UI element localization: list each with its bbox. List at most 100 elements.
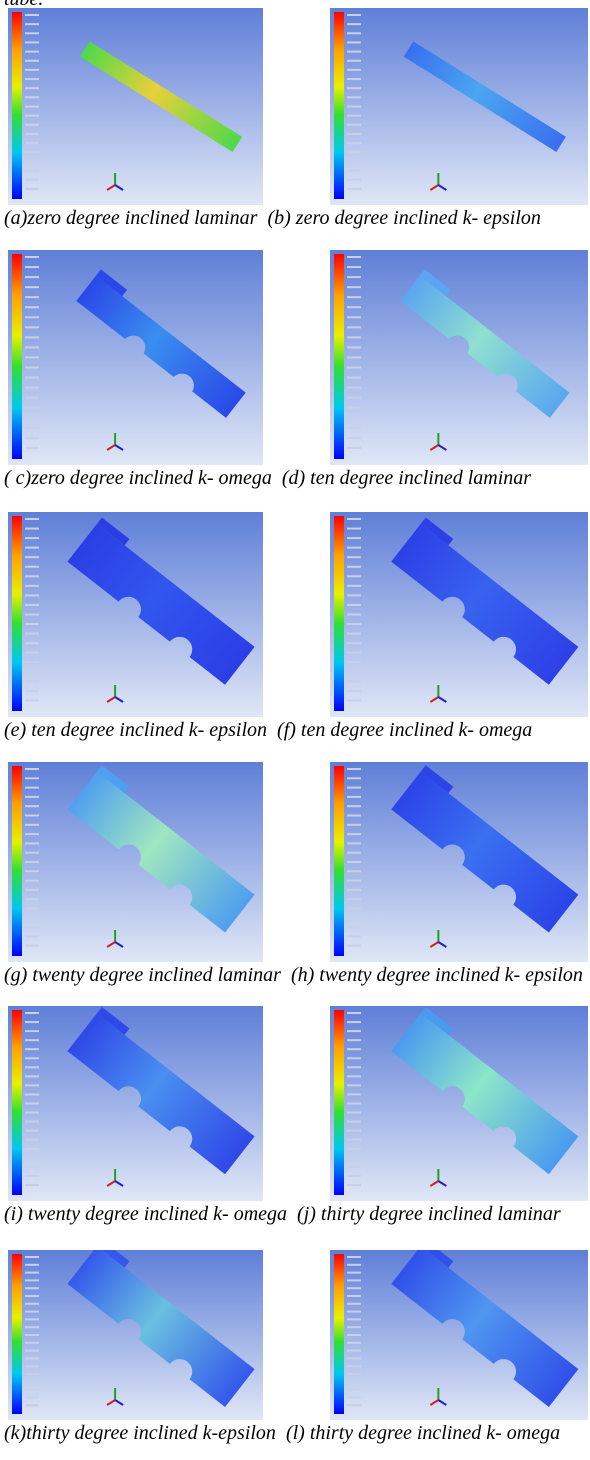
legend-label-blur bbox=[347, 888, 361, 891]
axis-triad bbox=[114, 1399, 124, 1406]
caption-text: (k)thirty degree inclined k-epsilon bbox=[4, 1422, 276, 1444]
legend-label-blur bbox=[25, 1174, 39, 1177]
legend-label-blur bbox=[347, 1138, 361, 1141]
caption-text: (a)zero degree inclined laminar bbox=[4, 207, 258, 229]
legend-label-blur bbox=[25, 376, 39, 379]
axis-triad bbox=[106, 184, 116, 191]
legend-label-blur bbox=[25, 178, 39, 181]
caption-text: (e) ten degree inclined k- epsilon bbox=[4, 719, 268, 741]
legend-label-blur bbox=[25, 151, 39, 154]
legend-label-blur bbox=[347, 842, 361, 845]
plate bbox=[76, 269, 246, 418]
background bbox=[8, 250, 263, 465]
legend-label-blur bbox=[25, 699, 39, 702]
axis-triad bbox=[106, 696, 116, 703]
legend-label-blur bbox=[25, 1129, 39, 1132]
legend-label-blur bbox=[347, 426, 361, 429]
axis-triad bbox=[429, 1399, 439, 1406]
legend-label-blur bbox=[25, 1256, 39, 1258]
legend-label-blur bbox=[347, 178, 361, 181]
legend-label-blur bbox=[347, 105, 361, 108]
legend-label-blur bbox=[25, 426, 39, 429]
legend-label-blur bbox=[25, 23, 39, 26]
legend-label-blur bbox=[347, 814, 361, 817]
background bbox=[330, 512, 588, 717]
caption-text: (b) zero degree inclined k- epsilon bbox=[267, 207, 541, 229]
legend-label-blur bbox=[25, 670, 39, 673]
legend-label-blur bbox=[347, 613, 361, 616]
contour-image bbox=[8, 1006, 263, 1201]
legend-label-blur bbox=[25, 642, 39, 645]
legend-label-blur bbox=[25, 680, 39, 683]
caption: (i) twenty degree inclined k- omega (j) … bbox=[4, 1203, 586, 1225]
legend-label-blur bbox=[347, 1310, 361, 1313]
caption-text: (i) twenty degree inclined k- omega bbox=[4, 1203, 288, 1225]
legend-label-blur bbox=[347, 416, 361, 419]
legend-label-blur bbox=[347, 680, 361, 683]
legend-label-blur bbox=[25, 406, 39, 409]
legend-label-blur bbox=[347, 406, 361, 409]
legend-label-blur bbox=[25, 944, 39, 947]
legend-label-blur bbox=[347, 356, 361, 359]
legend-label-blur bbox=[347, 169, 361, 172]
axis-triad bbox=[429, 1180, 439, 1187]
color-bar bbox=[334, 766, 344, 956]
legend-label-blur bbox=[25, 833, 39, 836]
legend-label-blur bbox=[347, 376, 361, 379]
caption: ( c)zero degree inclined k- omega (d) te… bbox=[4, 467, 586, 489]
legend-label-blur bbox=[25, 266, 39, 269]
legend-label-blur bbox=[25, 132, 39, 135]
legend-label-blur bbox=[347, 1183, 361, 1186]
legend-label-blur bbox=[25, 105, 39, 108]
legend-label-blur bbox=[25, 1048, 39, 1051]
axis-triad bbox=[114, 444, 124, 451]
legend-label-blur bbox=[25, 1120, 39, 1123]
legend-label-blur bbox=[347, 1287, 361, 1290]
contour-image bbox=[330, 250, 588, 465]
legend-label-blur bbox=[25, 1341, 39, 1344]
legend-label-blur bbox=[347, 805, 361, 808]
caption-text: (l) thirty degree inclined k- omega bbox=[285, 1422, 561, 1444]
legend-label-blur bbox=[347, 1318, 361, 1321]
legend-label-blur bbox=[347, 916, 361, 919]
legend-label-blur bbox=[25, 926, 39, 929]
legend-label-blur bbox=[347, 160, 361, 163]
background bbox=[330, 250, 588, 465]
color-bar bbox=[334, 1254, 344, 1414]
legend-label-blur bbox=[25, 1012, 39, 1014]
legend-label-blur bbox=[25, 1263, 39, 1266]
legend-label-blur bbox=[25, 916, 39, 919]
legend-label-blur bbox=[347, 623, 361, 626]
legend-label-blur bbox=[25, 436, 39, 439]
legend-label-blur bbox=[347, 1084, 361, 1087]
legend-label-blur bbox=[347, 316, 361, 319]
legend-label-blur bbox=[25, 1295, 39, 1297]
legend-label-blur bbox=[25, 1021, 39, 1024]
legend-label-blur bbox=[347, 1404, 361, 1407]
legend-label-blur bbox=[347, 32, 361, 35]
legend-label-blur bbox=[347, 14, 361, 16]
legend-label-blur bbox=[347, 96, 361, 99]
contour-image bbox=[330, 8, 588, 205]
legend-label-blur bbox=[347, 1156, 361, 1159]
legend-label-blur bbox=[347, 879, 361, 882]
legend-label-blur bbox=[25, 518, 39, 520]
legend-label-blur bbox=[347, 1388, 361, 1391]
legend-label-blur bbox=[25, 888, 39, 891]
legend-label-blur bbox=[25, 296, 39, 299]
legend-label-blur bbox=[347, 23, 361, 26]
legend-label-blur bbox=[347, 396, 361, 399]
legend-label-blur bbox=[25, 584, 39, 587]
color-bar bbox=[12, 12, 22, 199]
legend-label-blur bbox=[347, 366, 361, 369]
legend-label-blur bbox=[347, 1057, 361, 1060]
legend-label-blur bbox=[347, 861, 361, 863]
legend-label-blur bbox=[347, 1279, 361, 1282]
legend-label-blur bbox=[347, 556, 361, 559]
legend-label-blur bbox=[25, 898, 39, 901]
legend-label-blur bbox=[25, 565, 39, 568]
axis-triad bbox=[437, 1399, 447, 1406]
legend-label-blur bbox=[347, 1012, 361, 1014]
legend-label-blur bbox=[347, 1357, 361, 1360]
